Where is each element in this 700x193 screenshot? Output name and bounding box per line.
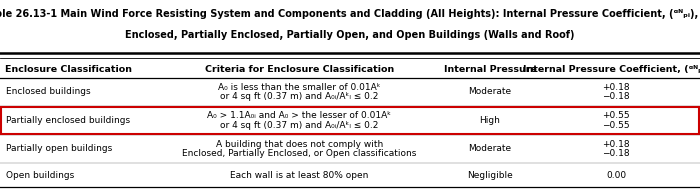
Text: or 4 sq ft (0.37 m) and A₀ᵢ/Aᵏₗ ≤ 0.2: or 4 sq ft (0.37 m) and A₀ᵢ/Aᵏₗ ≤ 0.2 bbox=[220, 121, 379, 130]
Text: Table 26.13-1 Main Wind Force Resisting System and Components and Cladding (All : Table 26.13-1 Main Wind Force Resisting … bbox=[0, 8, 700, 19]
Text: A building that does not comply with: A building that does not comply with bbox=[216, 140, 383, 149]
Text: Moderate: Moderate bbox=[468, 87, 512, 96]
Text: +0.55: +0.55 bbox=[602, 111, 630, 120]
Text: Enclosed, Partially Enclosed, Partially Open, and Open Buildings (Walls and Roof: Enclosed, Partially Enclosed, Partially … bbox=[125, 30, 575, 40]
Text: 0.00: 0.00 bbox=[606, 171, 626, 180]
Text: −0.18: −0.18 bbox=[602, 149, 630, 158]
Text: Partially enclosed buildings: Partially enclosed buildings bbox=[6, 116, 130, 125]
Text: Internal Pressure: Internal Pressure bbox=[444, 65, 536, 74]
Text: Enclosure Classification: Enclosure Classification bbox=[5, 65, 132, 74]
Text: Open buildings: Open buildings bbox=[6, 171, 74, 180]
Text: Partially open buildings: Partially open buildings bbox=[6, 145, 113, 153]
Text: Negligible: Negligible bbox=[467, 171, 513, 180]
Text: Enclosed buildings: Enclosed buildings bbox=[6, 87, 91, 96]
Text: −0.18: −0.18 bbox=[602, 92, 630, 101]
Text: A₀ is less than the smaller of 0.01Aᵏ: A₀ is less than the smaller of 0.01Aᵏ bbox=[218, 83, 381, 92]
Text: Moderate: Moderate bbox=[468, 145, 512, 153]
Text: Each wall is at least 80% open: Each wall is at least 80% open bbox=[230, 171, 368, 180]
Text: Enclosed, Partially Enclosed, or Open classifications: Enclosed, Partially Enclosed, or Open cl… bbox=[182, 149, 416, 158]
Text: High: High bbox=[480, 116, 500, 125]
Text: or 4 sq ft (0.37 m) and A₀ᵢ/Aᵏₗ ≤ 0.2: or 4 sq ft (0.37 m) and A₀ᵢ/Aᵏₗ ≤ 0.2 bbox=[220, 92, 379, 101]
Text: −0.55: −0.55 bbox=[602, 121, 630, 130]
Bar bbox=[1, 107, 699, 134]
Text: Internal Pressure Coefficient, (ᵅᴺₚᵢ): Internal Pressure Coefficient, (ᵅᴺₚᵢ) bbox=[523, 65, 700, 74]
Text: Criteria for Enclosure Classification: Criteria for Enclosure Classification bbox=[204, 65, 394, 74]
Text: +0.18: +0.18 bbox=[602, 140, 630, 149]
Text: +0.18: +0.18 bbox=[602, 83, 630, 92]
Text: A₀ > 1.1A₀ᵢ and A₀ > the lesser of 0.01Aᵏ: A₀ > 1.1A₀ᵢ and A₀ > the lesser of 0.01A… bbox=[207, 111, 391, 120]
